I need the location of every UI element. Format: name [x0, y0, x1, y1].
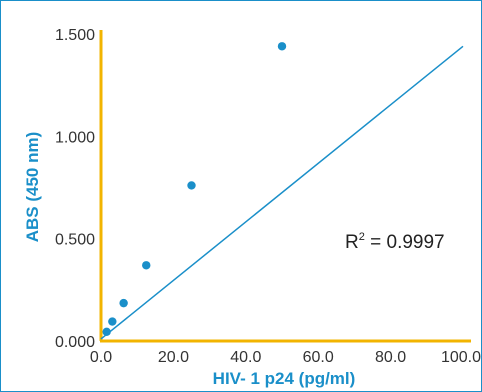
r-squared-annotation: R2 = 0.9997 — [345, 231, 445, 253]
fit-line — [100, 45, 464, 340]
fit-line-group — [100, 45, 464, 340]
x-tick-labels: 0.0 20.0 40.0 60.0 80.0 100.0 — [90, 349, 481, 366]
y-tick-label: 1.500 — [55, 27, 95, 44]
y-tick-label: 1.000 — [55, 129, 95, 146]
y-tick-label: 0.000 — [55, 334, 95, 351]
x-tick-label: 80.0 — [375, 349, 406, 366]
x-axis-title: HIV- 1 p24 (pg/ml) — [213, 369, 356, 388]
y-tick-label: 0.500 — [55, 232, 95, 249]
data-points — [102, 42, 287, 336]
x-tick-label: 100.0 — [441, 349, 481, 366]
axes — [99, 30, 471, 343]
y-tick-labels: 0.000 0.500 1.000 1.500 — [55, 27, 95, 351]
x-tick-label: 60.0 — [303, 349, 334, 366]
data-point — [187, 181, 196, 190]
x-tick-label: 0.0 — [90, 349, 112, 366]
r-squared-value: = 0.9997 — [365, 232, 445, 253]
data-point — [277, 42, 287, 51]
r-squared-base: R — [345, 232, 359, 253]
data-point — [102, 327, 111, 336]
data-point — [119, 298, 128, 308]
x-tick-label: 40.0 — [230, 349, 261, 366]
data-point — [142, 261, 151, 270]
x-tick-label: 20.0 — [158, 349, 189, 366]
y-axis-title: ABS (450 nm) — [23, 132, 42, 243]
data-point — [108, 317, 117, 326]
r-squared-superscript: 2 — [359, 231, 365, 243]
